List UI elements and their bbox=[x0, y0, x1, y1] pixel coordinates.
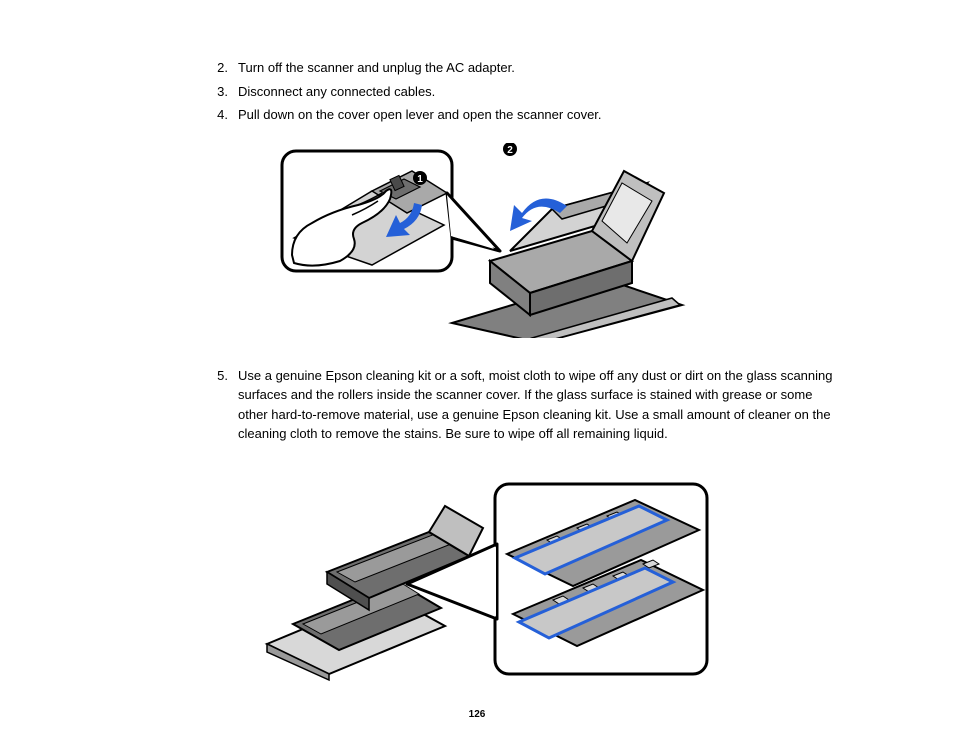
figure-2 bbox=[60, 474, 894, 684]
step-text: Disconnect any connected cables. bbox=[238, 82, 834, 102]
step-5: 5. Use a genuine Epson cleaning kit or a… bbox=[210, 366, 834, 444]
step-number: 3. bbox=[210, 82, 238, 102]
step-4: 4. Pull down on the cover open lever and… bbox=[210, 105, 834, 125]
step-number: 5. bbox=[210, 366, 238, 444]
step-text: Use a genuine Epson cleaning kit or a so… bbox=[238, 366, 834, 444]
instruction-list: 2. Turn off the scanner and unplug the A… bbox=[210, 58, 834, 125]
page-container: 2. Turn off the scanner and unplug the A… bbox=[0, 0, 954, 738]
instruction-list-cont: 5. Use a genuine Epson cleaning kit or a… bbox=[210, 366, 834, 444]
page-number: 126 bbox=[0, 709, 954, 720]
step-2: 2. Turn off the scanner and unplug the A… bbox=[210, 58, 834, 78]
step-number: 4. bbox=[210, 105, 238, 125]
scanner-glass-cleaning-diagram bbox=[237, 474, 717, 684]
svg-text:2: 2 bbox=[507, 145, 513, 156]
step-3: 3. Disconnect any connected cables. bbox=[210, 82, 834, 102]
step-number: 2. bbox=[210, 58, 238, 78]
step-text: Turn off the scanner and unplug the AC a… bbox=[238, 58, 834, 78]
figure-1: 2 1 bbox=[60, 143, 894, 338]
step-text: Pull down on the cover open lever and op… bbox=[238, 105, 834, 125]
scanner-open-cover-diagram: 2 1 bbox=[262, 143, 692, 338]
svg-text:1: 1 bbox=[417, 174, 423, 185]
